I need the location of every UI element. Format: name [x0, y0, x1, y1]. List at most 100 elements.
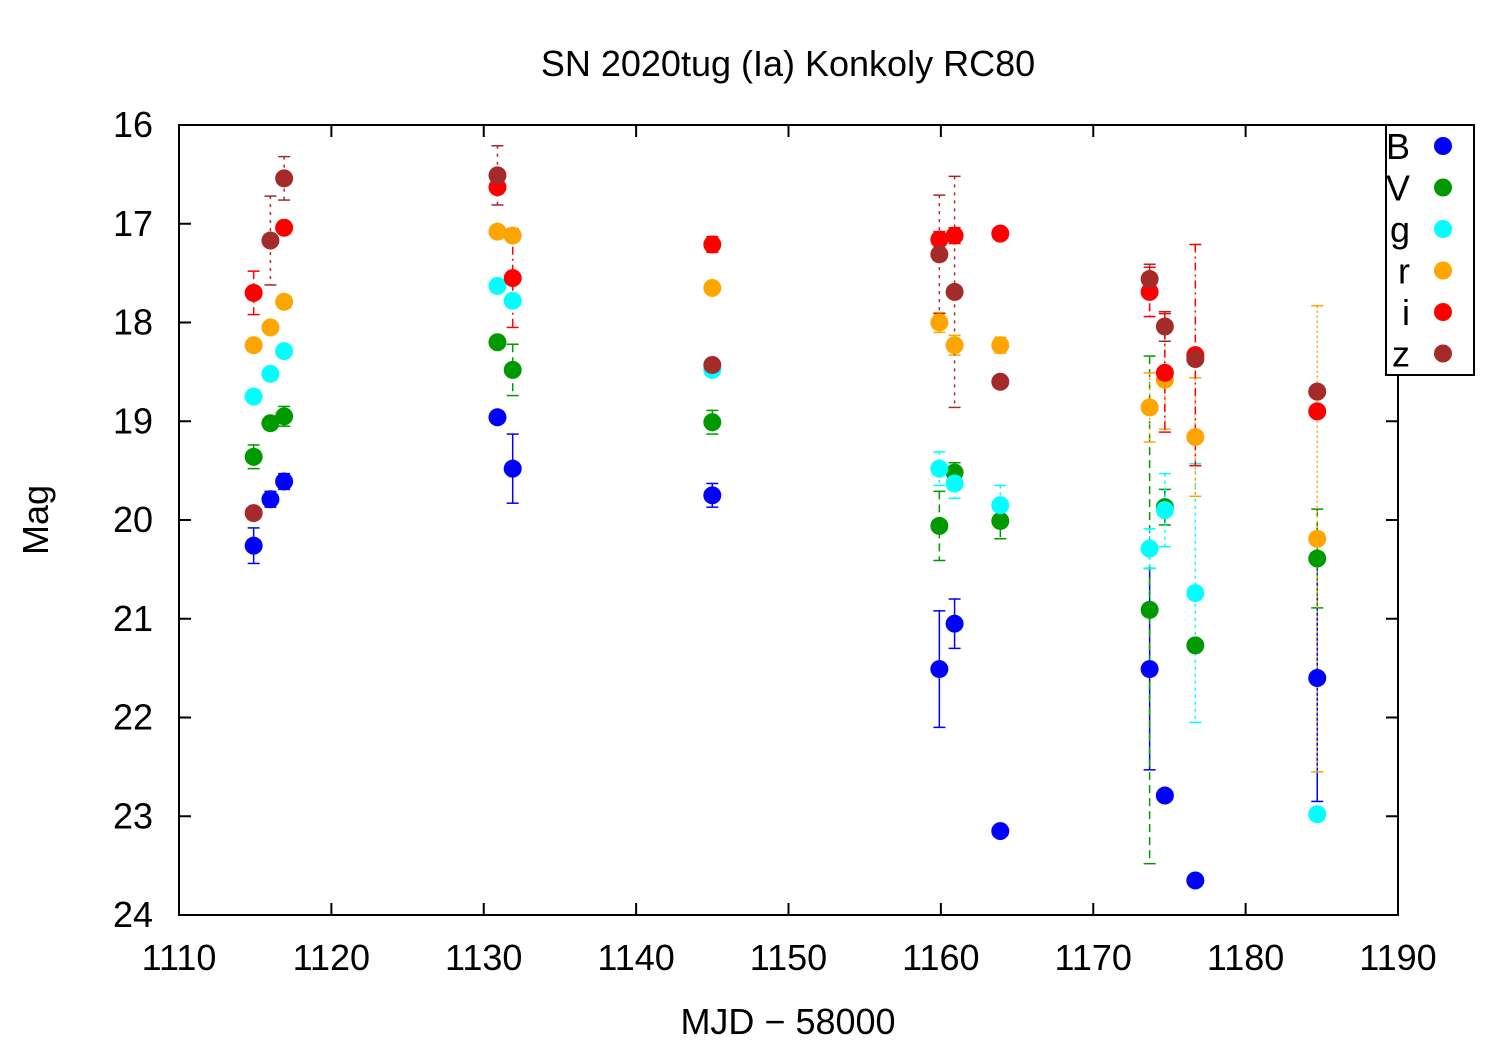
error-bar-z [264, 195, 277, 286]
x-tick-label: 1130 [445, 937, 522, 978]
y-tick-label: 23 [113, 795, 153, 836]
data-point-r [488, 222, 507, 241]
data-point-B [930, 660, 949, 679]
data-point-g [275, 342, 294, 361]
data-point-r [930, 313, 949, 332]
legend-marker-z [1434, 344, 1452, 363]
x-tick-label: 1180 [1207, 937, 1284, 978]
data-point-g [991, 496, 1010, 515]
x-tick-label: 1170 [1055, 937, 1132, 978]
data-point-z [261, 231, 280, 250]
data-point-g [1155, 501, 1174, 520]
data-point-B [488, 408, 507, 427]
data-points [244, 166, 1327, 890]
data-point-z [930, 245, 949, 264]
y-tick-label: 19 [113, 400, 153, 441]
plot-frame [178, 124, 1399, 916]
legend-label-B: B [1386, 126, 1410, 167]
data-point-z [275, 169, 294, 188]
data-point-i [275, 218, 294, 237]
error-bar-z [948, 175, 961, 409]
legend-label-z: z [1392, 334, 1410, 375]
y-tick-label: 22 [113, 697, 153, 738]
data-point-g [945, 474, 964, 493]
data-point-r [1186, 428, 1205, 447]
axis-ticks: 1110 1120 1130 1140 1150 1160 1170 1180 1190 16 17… [113, 104, 1437, 978]
data-point-z [1308, 382, 1327, 401]
data-point-z [488, 166, 507, 185]
data-point-r [991, 336, 1010, 355]
data-point-V [244, 447, 263, 466]
data-point-g [488, 276, 507, 295]
y-tick-label: 17 [113, 203, 153, 244]
y-tick-label: 18 [113, 302, 153, 343]
x-tick-label: 1150 [750, 937, 827, 978]
data-point-i [930, 230, 949, 249]
data-point-r [945, 336, 964, 355]
data-point-z [703, 355, 722, 374]
data-point-B [1155, 786, 1174, 805]
data-point-V [1308, 549, 1327, 568]
legend-label-r: r [1398, 251, 1410, 292]
data-point-r [1308, 529, 1327, 548]
error-bar-V [933, 490, 946, 562]
data-point-i [1308, 402, 1327, 421]
legend-box [1385, 124, 1475, 376]
error-bar-r [1143, 372, 1156, 443]
legend-marker-i [1434, 303, 1452, 321]
data-point-B [261, 490, 280, 509]
data-point-r [503, 226, 522, 245]
legend-label-V: V [1386, 168, 1410, 209]
data-point-B [703, 486, 722, 505]
y-tick-label: 21 [113, 598, 153, 639]
data-point-r [261, 318, 280, 337]
legend-marker-V [1434, 178, 1452, 197]
data-point-r [275, 292, 294, 311]
data-point-i [703, 235, 722, 254]
y-tick-label: 20 [113, 499, 153, 540]
data-point-V [261, 414, 280, 433]
data-point-B [1140, 660, 1159, 679]
error-bar-r [1311, 304, 1324, 773]
legend-label-g: g [1390, 209, 1410, 250]
x-tick-label: 1110 [142, 937, 217, 978]
data-point-g [930, 459, 949, 478]
x-tick-label: 1160 [902, 937, 979, 978]
data-point-V [1140, 600, 1159, 619]
x-tick-label: 1120 [293, 937, 370, 978]
data-point-z [1140, 270, 1159, 289]
data-point-g [244, 387, 263, 406]
data-point-z [244, 504, 263, 523]
data-point-g [261, 364, 280, 383]
data-point-z [1186, 350, 1205, 369]
data-point-B [945, 614, 964, 633]
legend-marker-B [1434, 137, 1452, 155]
data-point-i [1140, 282, 1159, 301]
legend-marker-r [1434, 261, 1452, 280]
error-bar-V [506, 343, 519, 397]
data-point-i [244, 283, 263, 302]
data-point-B [503, 459, 522, 478]
data-point-g [1308, 805, 1327, 824]
data-point-V [503, 360, 522, 379]
chart-title: SN 2020tug (Ia) Konkoly RC80 [541, 43, 1035, 84]
data-point-i [503, 269, 522, 288]
y-axis-label: Mag [15, 485, 56, 555]
data-point-B [275, 472, 294, 491]
error-bar-z [278, 155, 291, 201]
data-point-g [1186, 584, 1205, 603]
data-point-i [991, 224, 1010, 243]
data-point-V [703, 413, 722, 432]
y-tick-label: 16 [113, 104, 153, 145]
legend-marker-g [1434, 220, 1452, 238]
data-point-r [244, 336, 263, 355]
data-point-i [945, 226, 964, 245]
data-point-r [703, 278, 722, 297]
data-point-V [488, 333, 507, 352]
legend-label-i: i [1402, 292, 1410, 333]
data-point-r [1140, 398, 1159, 417]
data-point-z [991, 372, 1010, 391]
error-bar-g [1143, 528, 1156, 570]
x-tick-label: 1140 [597, 937, 674, 978]
data-point-B [244, 536, 263, 555]
